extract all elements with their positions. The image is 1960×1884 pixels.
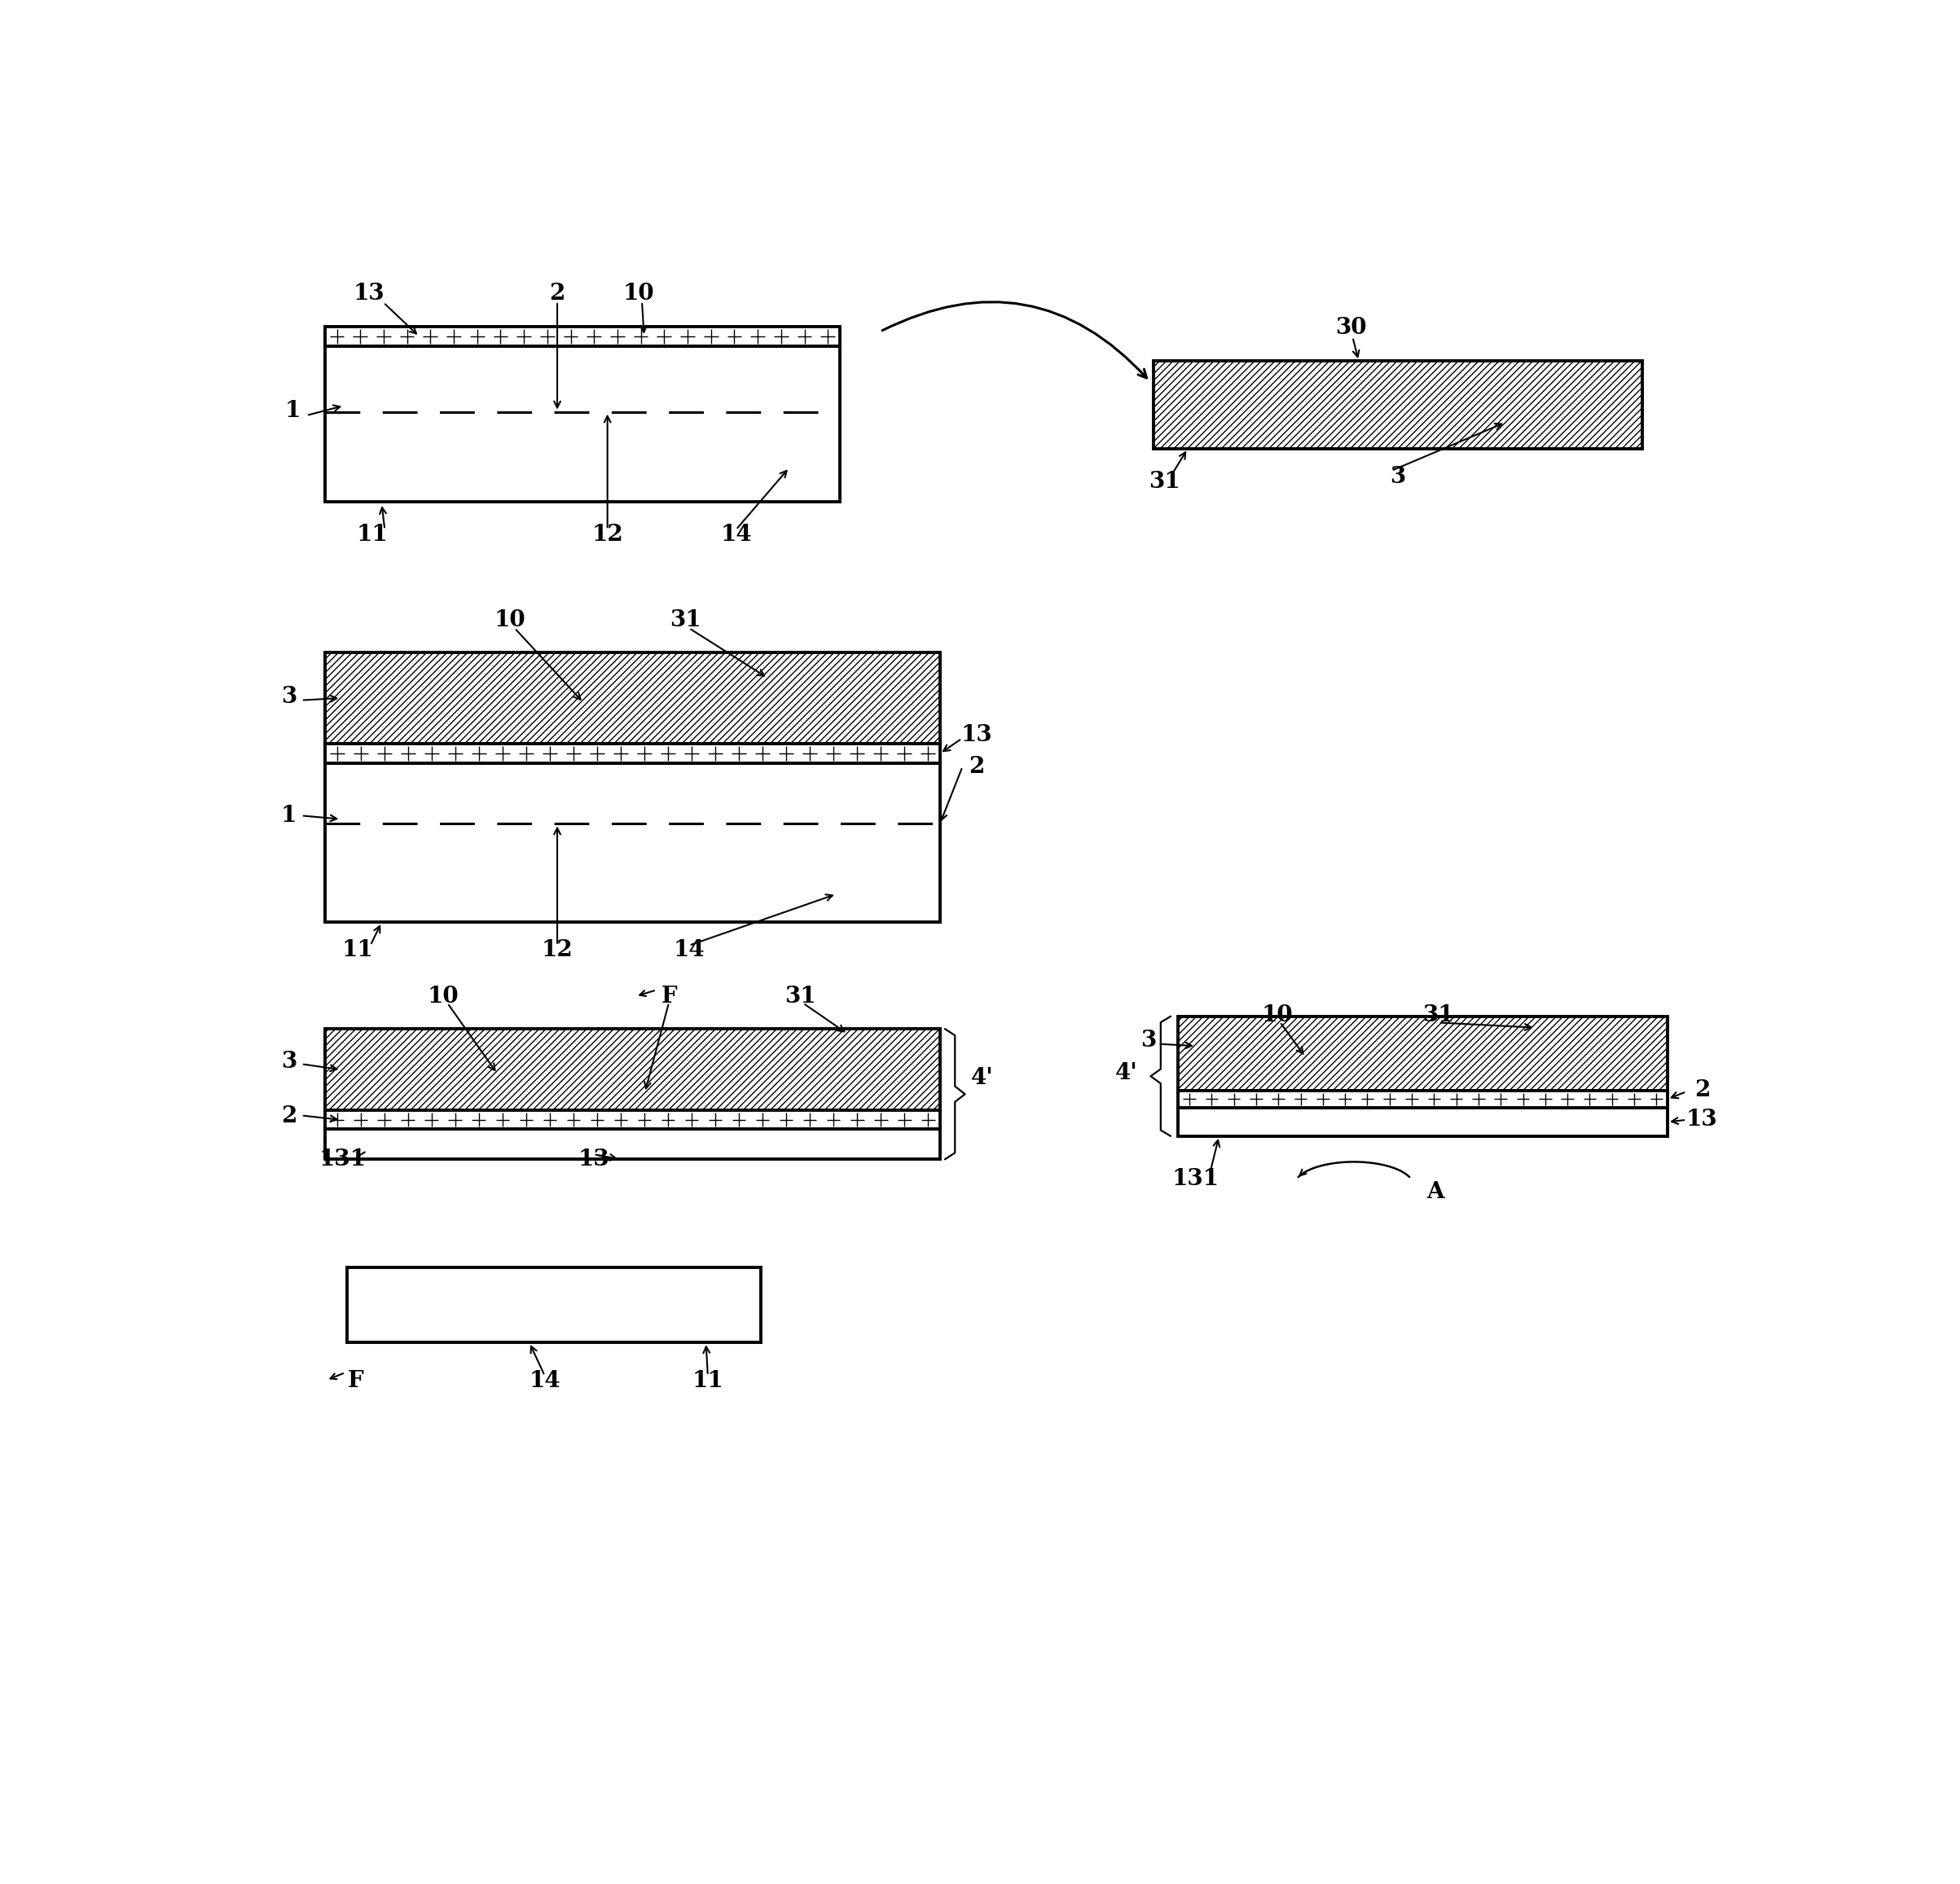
- Text: 3: 3: [1390, 465, 1405, 488]
- Text: 13: 13: [960, 723, 992, 746]
- Bar: [325, 1029, 941, 1110]
- Text: 14: 14: [719, 524, 753, 546]
- Text: 11: 11: [357, 524, 388, 546]
- Text: 14: 14: [529, 1370, 561, 1392]
- Text: 10: 10: [623, 283, 655, 305]
- Text: 2: 2: [280, 1106, 296, 1129]
- Text: 13: 13: [578, 1149, 610, 1170]
- Text: F: F: [661, 985, 676, 1008]
- Bar: [1178, 1108, 1668, 1136]
- Text: 3: 3: [1141, 1029, 1156, 1051]
- Text: 31: 31: [784, 985, 817, 1008]
- Text: 2: 2: [1693, 1080, 1709, 1102]
- Text: A: A: [1427, 1181, 1445, 1204]
- Bar: [1178, 1091, 1668, 1108]
- Bar: [1178, 1015, 1668, 1091]
- Bar: [325, 347, 839, 501]
- Text: 13: 13: [1686, 1110, 1717, 1130]
- Text: 13: 13: [353, 283, 384, 305]
- Text: 30: 30: [1335, 317, 1366, 339]
- Text: 12: 12: [541, 940, 572, 961]
- Bar: [325, 1129, 941, 1159]
- Bar: [325, 1110, 941, 1129]
- Text: 2: 2: [549, 283, 564, 305]
- Bar: [325, 763, 941, 923]
- Text: 31: 31: [670, 609, 702, 631]
- Text: 3: 3: [280, 1051, 296, 1072]
- Text: 4': 4': [1115, 1063, 1139, 1083]
- Text: 14: 14: [672, 940, 706, 961]
- Text: 10: 10: [427, 985, 459, 1008]
- Text: 10: 10: [494, 609, 525, 631]
- Text: F: F: [347, 1370, 363, 1392]
- Text: 2: 2: [968, 755, 984, 778]
- Text: 131: 131: [1172, 1168, 1219, 1191]
- Bar: [1152, 362, 1642, 448]
- Text: 1: 1: [280, 804, 296, 827]
- Text: 4': 4': [972, 1066, 994, 1089]
- Text: 11: 11: [692, 1370, 723, 1392]
- Text: 10: 10: [1262, 1004, 1294, 1027]
- Text: 31: 31: [1423, 1004, 1454, 1027]
- Text: 131: 131: [319, 1149, 367, 1170]
- Bar: [325, 744, 941, 763]
- Text: 1: 1: [284, 399, 300, 422]
- Bar: [325, 326, 839, 347]
- Bar: [347, 1268, 760, 1343]
- Text: 3: 3: [280, 686, 296, 708]
- Text: 11: 11: [341, 940, 374, 961]
- Bar: [325, 652, 941, 744]
- Text: 31: 31: [1149, 471, 1180, 494]
- Text: 12: 12: [592, 524, 623, 546]
